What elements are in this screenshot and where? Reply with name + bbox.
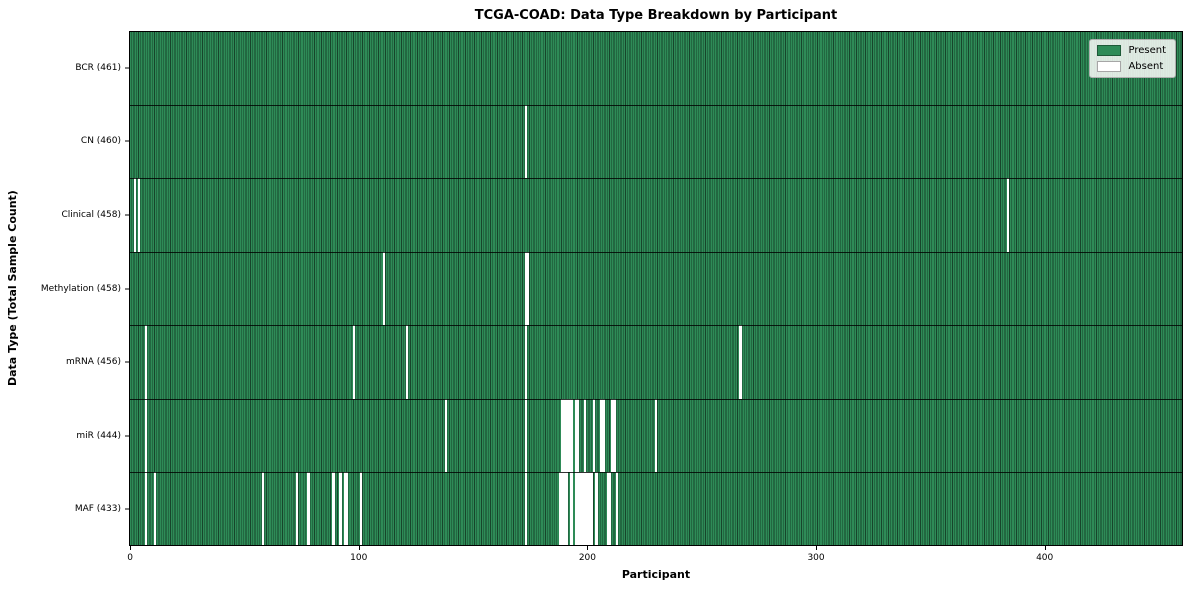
x-tick-label: 0	[127, 553, 134, 563]
absent-gap	[593, 398, 596, 473]
absent-gap	[332, 472, 335, 546]
present-swatch	[1097, 45, 1122, 56]
row-BCR	[129, 31, 1183, 105]
absent-gap	[570, 472, 573, 546]
absent-gap	[595, 472, 598, 546]
y-axis-title: Data Type (Total Sample Count)	[6, 190, 19, 387]
x-tick-label: 400	[1036, 553, 1054, 563]
y-tick-mark	[125, 435, 129, 437]
absent-gap	[343, 472, 349, 546]
absent-gap	[574, 398, 580, 473]
absent-gap	[339, 472, 342, 546]
absent-gap	[145, 398, 148, 473]
absent-gap	[524, 104, 527, 179]
legend-item-present: Present	[1097, 45, 1166, 56]
absent-gap	[261, 472, 264, 546]
absent-gap	[611, 398, 616, 473]
row-Methylation	[129, 251, 1183, 326]
x-tick-mark	[130, 546, 132, 550]
absent-gap	[133, 178, 136, 252]
absent-gap	[307, 472, 310, 546]
absent-gap	[145, 472, 148, 546]
absent-gap	[654, 398, 658, 473]
y-tick-mark	[125, 140, 129, 142]
absent-gap	[561, 398, 573, 473]
x-tick-label: 200	[578, 553, 596, 563]
legend-label-present: Present	[1128, 45, 1166, 56]
absent-gap	[615, 472, 619, 546]
y-tick-mark	[125, 214, 129, 216]
y-tick-label: MAF (433)	[74, 504, 121, 515]
legend-label-absent: Absent	[1128, 61, 1164, 72]
absent-gap	[558, 472, 568, 546]
y-tick-mark	[125, 361, 129, 363]
absent-gap	[382, 251, 386, 326]
absent-gap	[524, 251, 530, 326]
absent-gap	[583, 398, 587, 473]
y-tick-mark	[125, 288, 129, 289]
absent-swatch	[1097, 61, 1122, 72]
row-separator	[129, 398, 1183, 400]
row-mRNA	[129, 325, 1183, 399]
y-tick-label: Methylation (458)	[40, 283, 121, 294]
absent-gap	[444, 398, 447, 473]
absent-gap	[574, 472, 594, 546]
absent-gap	[138, 178, 141, 252]
x-axis-title: Participant	[621, 568, 691, 581]
absent-gap	[606, 472, 612, 546]
row-separator	[129, 251, 1183, 253]
x-tick-mark	[816, 546, 818, 550]
y-tick-mark	[125, 508, 129, 510]
row-separator	[129, 178, 1183, 180]
row-miR	[129, 398, 1183, 473]
absent-gap	[353, 325, 356, 399]
y-tick-label: miR (444)	[76, 430, 121, 441]
row-separator	[129, 325, 1183, 327]
absent-gap	[599, 398, 605, 473]
row-MAF	[129, 472, 1183, 546]
legend: Present Absent	[1089, 39, 1176, 78]
absent-gap	[524, 398, 527, 473]
x-tick-mark	[587, 546, 589, 550]
row-separator	[129, 472, 1183, 474]
y-tick-label: BCR (461)	[75, 62, 121, 73]
absent-gap	[295, 472, 299, 546]
absent-gap	[739, 325, 742, 399]
absent-gap	[154, 472, 157, 546]
x-tick-mark	[1044, 546, 1046, 550]
row-Clinical	[129, 178, 1183, 252]
absent-gap	[359, 472, 363, 546]
absent-gap	[524, 472, 527, 546]
absent-gap	[524, 325, 527, 399]
absent-gap	[145, 325, 148, 399]
absent-gap	[1006, 178, 1010, 252]
y-tick-mark	[125, 67, 129, 69]
chart-title: TCGA-COAD: Data Type Breakdown by Partic…	[474, 8, 838, 23]
row-CN	[129, 104, 1183, 179]
x-tick-label: 100	[350, 553, 368, 563]
y-tick-label: mRNA (456)	[66, 357, 121, 368]
legend-item-absent: Absent	[1097, 61, 1166, 72]
x-tick-mark	[358, 546, 360, 550]
y-tick-label: Clinical (458)	[61, 209, 121, 220]
row-separator	[129, 104, 1183, 106]
absent-gap	[405, 325, 408, 399]
x-tick-label: 300	[807, 553, 825, 563]
y-tick-label: CN (460)	[80, 136, 121, 147]
